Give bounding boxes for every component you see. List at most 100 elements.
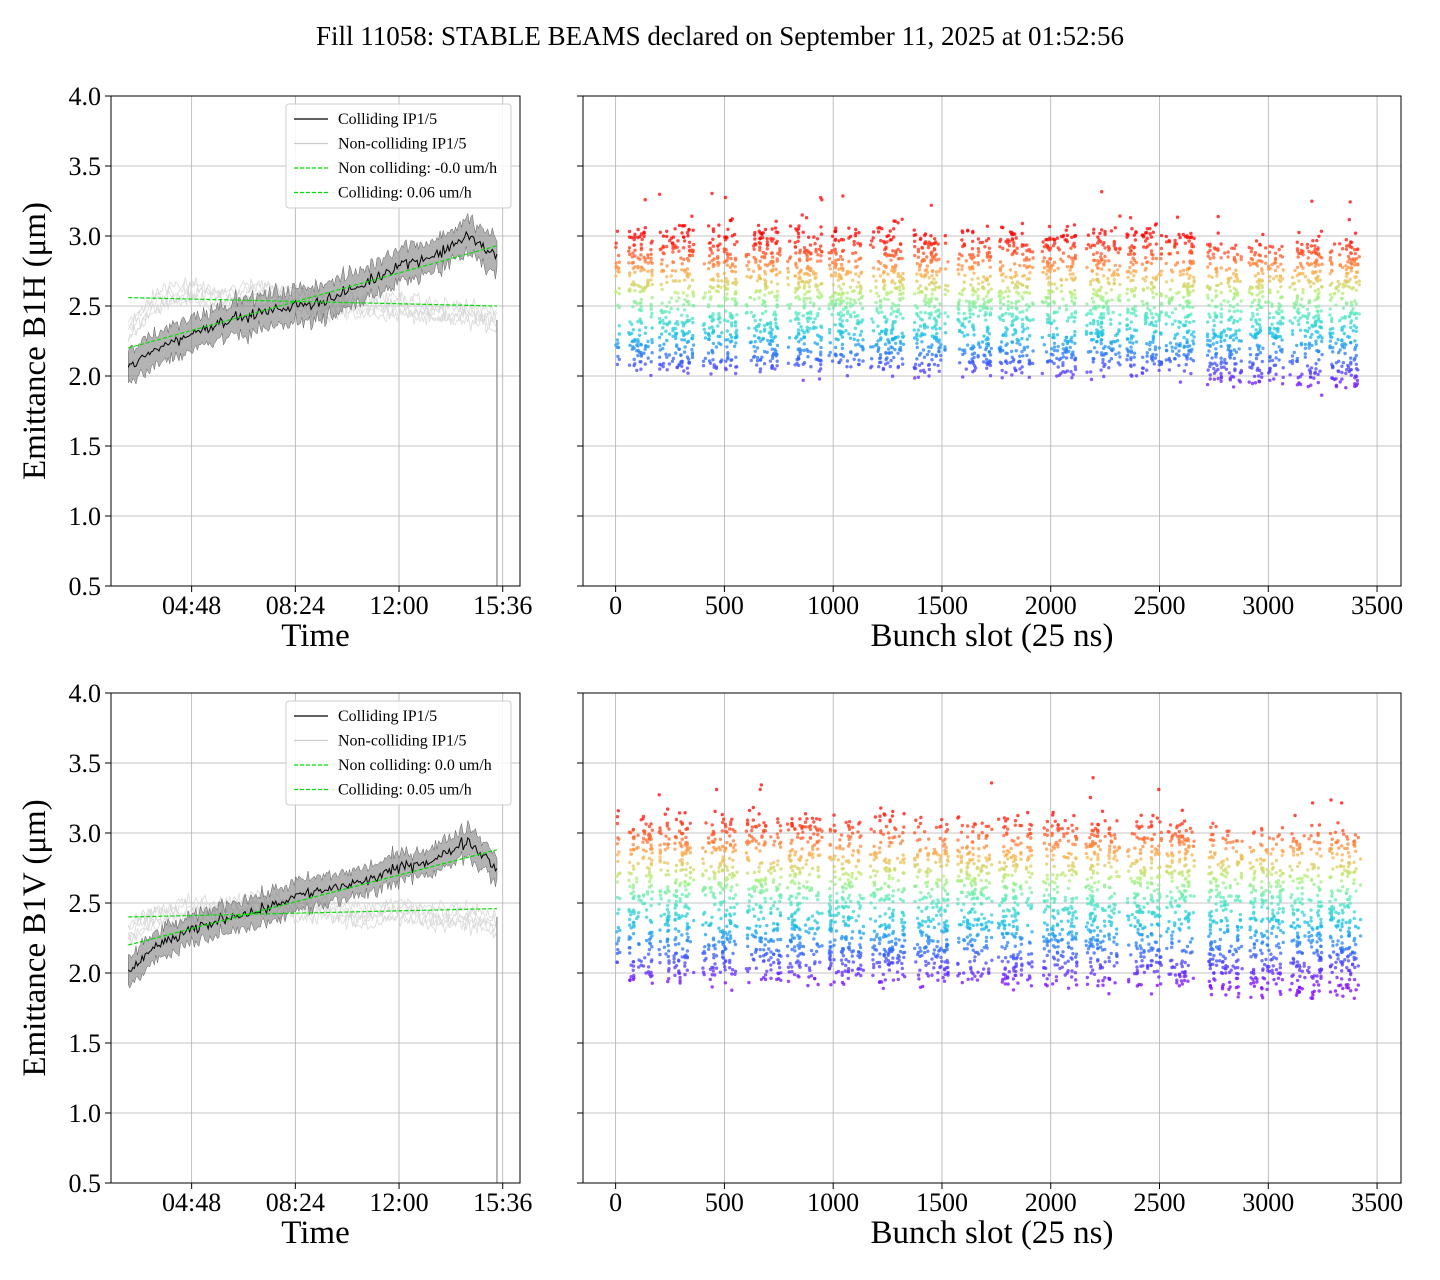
bunch-point <box>1187 313 1191 318</box>
bunch-point <box>878 261 883 265</box>
bunch-point <box>998 266 1003 270</box>
bunch-point <box>860 345 865 349</box>
bunch-point <box>900 357 904 361</box>
bunch-point <box>1100 267 1104 271</box>
bunch-point <box>717 313 721 318</box>
bunch-point <box>1014 329 1018 333</box>
bunch-point <box>714 954 719 958</box>
bunch-point <box>749 310 753 315</box>
bunch-point <box>802 348 806 353</box>
bunch-point <box>671 250 675 254</box>
bunch-point <box>1177 320 1181 324</box>
bunch-point <box>1268 244 1272 248</box>
bunch-point <box>788 302 793 307</box>
bunch-point <box>667 961 671 965</box>
bunch-point <box>628 884 632 889</box>
bunch-point <box>649 876 653 880</box>
bunch-point <box>758 237 762 241</box>
bunch-point <box>813 317 817 321</box>
bunch-point <box>1001 225 1005 230</box>
bunch-point <box>786 361 791 365</box>
bunch-point <box>837 267 841 271</box>
bunch-point <box>690 336 694 341</box>
bunch-point <box>704 921 708 925</box>
bunch-point <box>1351 329 1355 333</box>
bunch-point <box>1085 370 1089 374</box>
bunch-point <box>1041 270 1045 275</box>
bunch-point <box>1307 301 1311 305</box>
bunch-point <box>1212 366 1216 371</box>
bunch-point <box>679 256 683 260</box>
bunch-point <box>691 249 695 254</box>
bunch-point <box>616 253 621 258</box>
bunch-point <box>786 828 791 832</box>
bunch-point <box>1223 357 1227 362</box>
bunch-point <box>765 242 769 247</box>
bunch-point <box>878 353 883 357</box>
bunch-point <box>896 310 900 314</box>
bunch-point <box>901 283 905 288</box>
bunch-point <box>617 850 621 854</box>
bunch-point <box>960 264 964 268</box>
bunch-point <box>1098 231 1102 236</box>
bunch-point <box>758 242 763 246</box>
bunch-point <box>761 236 765 240</box>
bunch-point <box>960 267 964 272</box>
bunch-point <box>892 227 896 231</box>
bunch-point <box>1257 374 1261 378</box>
bunch-point <box>1303 274 1308 279</box>
bunch-point <box>1215 340 1219 345</box>
bunch-point <box>659 269 664 273</box>
bunch-point <box>1061 347 1066 351</box>
bunch-point <box>1261 346 1265 350</box>
bunch-point <box>1089 377 1094 382</box>
bunch-point <box>838 302 842 306</box>
bunch-point <box>1353 347 1357 352</box>
bunch-point <box>805 257 809 262</box>
bunch-point <box>1239 299 1243 303</box>
bunch-point <box>627 878 631 883</box>
bunch-point <box>675 299 679 303</box>
bunch-point <box>960 254 964 258</box>
bunch-point <box>673 841 677 845</box>
bunch-point <box>1298 328 1303 332</box>
bunch-point <box>1208 315 1212 319</box>
bunch-point <box>1021 283 1025 287</box>
bunch-point <box>658 848 662 852</box>
bunch-point <box>1091 278 1095 282</box>
bunch-point <box>805 266 809 271</box>
bunch-point <box>636 320 640 324</box>
bunch-point <box>1020 365 1024 369</box>
bunch-point <box>1315 238 1319 243</box>
bunch-point <box>675 319 679 324</box>
bunch-point <box>687 360 691 365</box>
bunch-point <box>677 249 681 253</box>
bunch-point <box>1042 343 1047 347</box>
bunch-point <box>617 260 621 264</box>
bunch-point <box>957 272 961 276</box>
bunch-point <box>1216 231 1220 235</box>
bunch-point <box>1072 302 1076 306</box>
bunch-point <box>1334 286 1338 291</box>
bunch-point <box>787 336 792 340</box>
bunch-point <box>614 261 618 265</box>
bunch-point <box>802 336 806 340</box>
bunch-point <box>658 889 663 893</box>
bunch-point <box>746 910 750 915</box>
bunch-point <box>970 247 975 251</box>
bunch-point <box>844 329 848 333</box>
bunch-point <box>915 261 919 266</box>
bunch-point <box>943 347 947 351</box>
bunch-point <box>1102 241 1106 245</box>
bunch-point <box>666 861 670 865</box>
bunch-point <box>1228 354 1232 359</box>
bunch-point <box>1214 347 1218 351</box>
bunch-point <box>1125 291 1129 296</box>
bunch-point <box>763 227 768 232</box>
bunch-point <box>1305 316 1310 320</box>
bunch-point <box>793 853 797 857</box>
bunch-point <box>734 331 738 335</box>
bunch-point <box>1348 245 1352 249</box>
bunch-point <box>637 328 642 332</box>
bunch-point <box>946 260 950 264</box>
